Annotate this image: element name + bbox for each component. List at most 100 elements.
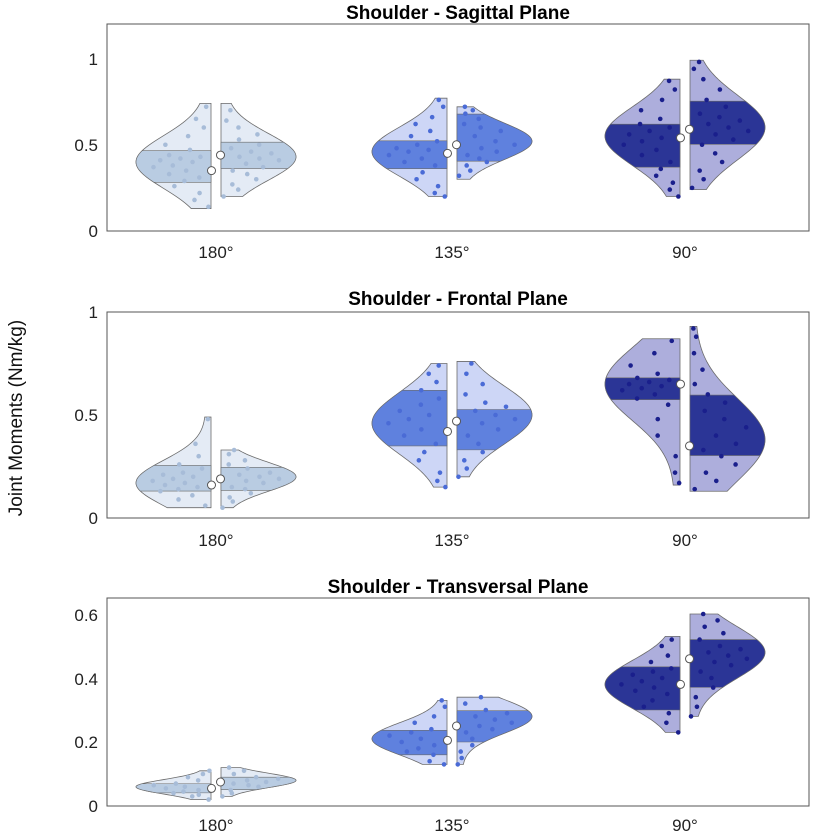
data-point bbox=[626, 132, 632, 137]
data-point bbox=[413, 121, 418, 127]
data-point bbox=[659, 643, 665, 649]
data-point bbox=[691, 350, 697, 356]
data-point bbox=[504, 710, 510, 716]
data-point bbox=[493, 139, 498, 144]
iqr-band-left bbox=[604, 666, 681, 711]
median-marker bbox=[452, 721, 461, 731]
data-point bbox=[650, 698, 655, 703]
data-point bbox=[256, 784, 261, 790]
data-point bbox=[647, 128, 652, 134]
panel-sagittal-violins bbox=[135, 59, 766, 210]
data-point bbox=[171, 790, 176, 796]
data-point bbox=[173, 781, 179, 786]
iqr-band-right bbox=[689, 394, 766, 456]
data-point bbox=[691, 326, 696, 331]
data-point bbox=[418, 736, 424, 742]
median-marker bbox=[452, 416, 461, 426]
data-point bbox=[652, 350, 657, 356]
data-point bbox=[721, 416, 727, 422]
data-point bbox=[416, 746, 421, 751]
median-marker bbox=[443, 735, 452, 745]
data-point bbox=[659, 135, 664, 141]
data-point bbox=[166, 152, 172, 158]
data-point bbox=[476, 116, 482, 122]
data-point bbox=[700, 367, 705, 372]
data-point bbox=[713, 433, 719, 438]
iqr-band-right bbox=[689, 639, 766, 688]
data-point bbox=[463, 392, 468, 397]
data-point bbox=[699, 142, 705, 148]
data-point bbox=[713, 132, 718, 137]
data-point bbox=[673, 453, 678, 459]
panel-frontal-violins bbox=[135, 326, 766, 511]
iqr-band-right bbox=[456, 710, 533, 743]
data-point bbox=[657, 116, 663, 122]
data-point bbox=[638, 107, 644, 113]
data-point bbox=[512, 416, 518, 422]
data-point bbox=[189, 794, 195, 799]
data-point bbox=[719, 159, 725, 165]
data-point bbox=[461, 458, 467, 463]
data-point bbox=[394, 145, 399, 151]
data-point bbox=[406, 149, 411, 154]
data-point bbox=[243, 161, 249, 167]
violin-half-left bbox=[135, 416, 212, 509]
data-point bbox=[267, 470, 273, 475]
data-point bbox=[150, 478, 155, 484]
median-marker bbox=[207, 166, 216, 176]
data-point bbox=[160, 472, 166, 478]
data-point bbox=[200, 771, 206, 777]
data-point bbox=[176, 497, 181, 502]
panel-transversal-ytick-1: 0.2 bbox=[74, 733, 98, 752]
data-point bbox=[386, 420, 391, 426]
panel-transversal-xtick-1: 135° bbox=[434, 816, 469, 835]
data-point bbox=[195, 778, 201, 783]
data-point bbox=[182, 480, 188, 486]
data-point bbox=[228, 787, 233, 793]
data-point bbox=[456, 173, 462, 179]
panel-sagittal-xtick-1: 135° bbox=[434, 243, 469, 262]
data-point bbox=[196, 453, 201, 459]
data-point bbox=[235, 187, 241, 192]
data-point bbox=[722, 400, 728, 405]
data-point bbox=[691, 66, 697, 72]
panel-sagittal-ytick-0: 0 bbox=[89, 222, 98, 241]
panel-sagittal-ytick-2: 1 bbox=[89, 50, 98, 69]
data-point bbox=[726, 125, 731, 130]
data-point bbox=[435, 478, 440, 484]
data-point bbox=[221, 194, 226, 199]
iqr-band-right bbox=[456, 113, 533, 162]
data-point bbox=[170, 163, 176, 168]
data-point bbox=[397, 408, 403, 414]
data-point bbox=[434, 139, 440, 144]
data-point bbox=[495, 427, 501, 432]
data-point bbox=[436, 363, 442, 368]
data-point bbox=[231, 447, 237, 453]
data-point bbox=[472, 408, 478, 414]
data-point bbox=[463, 730, 469, 735]
data-point bbox=[701, 447, 706, 453]
data-point bbox=[669, 637, 675, 642]
median-marker bbox=[216, 474, 225, 484]
data-point bbox=[456, 474, 461, 480]
data-point bbox=[206, 797, 211, 802]
data-point bbox=[418, 387, 424, 393]
data-point bbox=[257, 474, 262, 480]
data-point bbox=[483, 707, 489, 713]
panel-sagittal-ytick-1: 0.5 bbox=[74, 136, 98, 155]
data-point bbox=[242, 458, 248, 463]
data-point bbox=[170, 476, 176, 482]
data-point bbox=[465, 152, 470, 158]
data-point bbox=[469, 742, 475, 748]
data-point bbox=[728, 662, 734, 668]
data-point bbox=[414, 142, 420, 148]
data-point bbox=[705, 392, 711, 397]
data-point bbox=[676, 194, 681, 199]
data-point bbox=[420, 170, 425, 175]
data-point bbox=[431, 714, 437, 719]
panel-frontal-title: Shoulder - Frontal Plane bbox=[348, 289, 568, 310]
data-point bbox=[182, 178, 187, 184]
data-point bbox=[462, 701, 468, 706]
data-point bbox=[248, 490, 254, 496]
